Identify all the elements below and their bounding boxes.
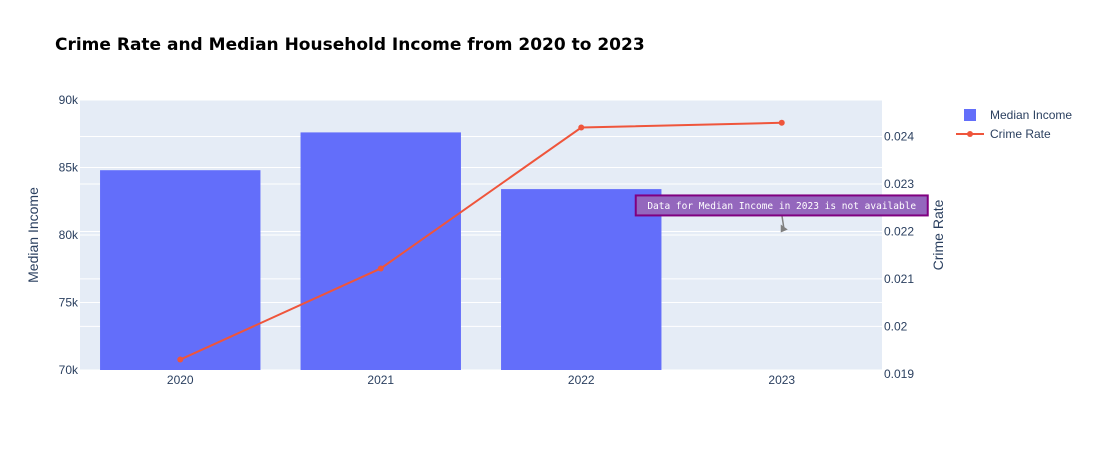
axis-ticks: 70k 75k 80k 85k 90k 0.019 0.02 0.021 0.022 0.023 0… bbox=[59, 93, 915, 387]
chart-title: Crime Rate and Median Household Income f… bbox=[55, 35, 645, 55]
bar-series bbox=[100, 132, 662, 370]
y2-tick-label: 0.024 bbox=[884, 130, 914, 144]
point-crime-rate[interactable] bbox=[377, 265, 384, 272]
annotation: Data for Median Income in 2023 is not av… bbox=[634, 194, 929, 233]
legend-marker-crime-rate[interactable] bbox=[967, 131, 973, 137]
point-crime-rate[interactable] bbox=[578, 124, 585, 131]
legend-swatch-median-income[interactable] bbox=[964, 109, 976, 121]
x-tick-label: 2023 bbox=[768, 373, 795, 387]
legend[interactable]: Median Income Crime Rate bbox=[956, 108, 1072, 141]
y-tick-label: 80k bbox=[59, 228, 79, 242]
y-axis-title: Median Income bbox=[25, 187, 41, 283]
legend-label-crime-rate[interactable]: Crime Rate bbox=[990, 127, 1051, 141]
annotation-box bbox=[634, 194, 929, 217]
annotation-arrow-head bbox=[780, 224, 788, 233]
y-tick-label: 90k bbox=[59, 93, 79, 107]
y2-tick-label: 0.021 bbox=[884, 272, 914, 286]
legend-label-median-income[interactable]: Median Income bbox=[990, 108, 1072, 122]
annotation-text: Data for Median Income in 2023 is not av… bbox=[647, 201, 916, 212]
y-tick-label: 85k bbox=[59, 161, 79, 175]
y-tick-label: 75k bbox=[59, 296, 79, 310]
point-crime-rate[interactable] bbox=[177, 356, 184, 363]
y2-tick-label: 0.022 bbox=[884, 224, 914, 238]
y2-tick-label: 0.019 bbox=[884, 367, 914, 381]
bar-median-income[interactable] bbox=[501, 189, 662, 370]
y-tick-label: 70k bbox=[59, 363, 79, 377]
line-series bbox=[177, 119, 785, 363]
x-tick-label: 2020 bbox=[167, 373, 194, 387]
point-crime-rate[interactable] bbox=[778, 119, 785, 126]
x-tick-label: 2021 bbox=[367, 373, 394, 387]
y2-tick-label: 0.02 bbox=[884, 319, 908, 333]
annotation-arrow-line bbox=[781, 214, 785, 228]
bar-median-income[interactable] bbox=[300, 132, 461, 370]
line-crime-rate[interactable] bbox=[179, 121, 782, 361]
y2-tick-label: 0.023 bbox=[884, 177, 914, 191]
x-tick-label: 2022 bbox=[568, 373, 595, 387]
y2-axis-title: Crime Rate bbox=[930, 199, 946, 270]
bar-median-income[interactable] bbox=[100, 170, 261, 370]
